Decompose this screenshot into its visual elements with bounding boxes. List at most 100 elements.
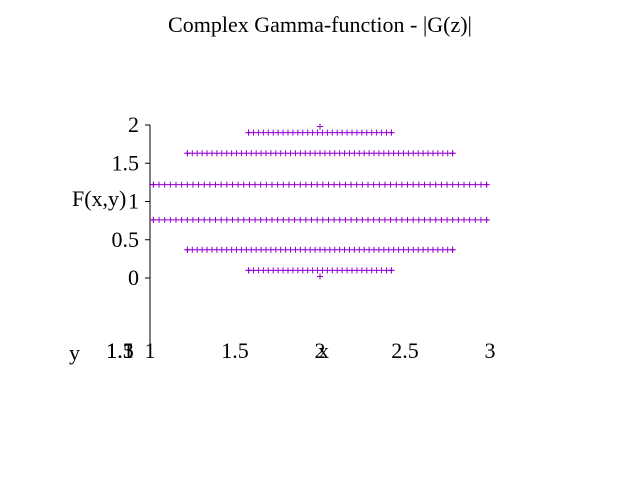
- data-point: [245, 129, 252, 136]
- data-point: [455, 216, 462, 223]
- data-point: [285, 181, 292, 188]
- z-tick-label: 1: [128, 189, 139, 214]
- z-tick-label: 2: [128, 112, 139, 137]
- data-point: [280, 181, 287, 188]
- data-point: [331, 216, 338, 223]
- data-point: [212, 216, 219, 223]
- data-point: [438, 216, 445, 223]
- data-point: [483, 181, 490, 188]
- data-point: [317, 123, 323, 130]
- data-point: [427, 181, 434, 188]
- y-tick-label: 1.1: [106, 338, 134, 363]
- data-point: [195, 181, 202, 188]
- data-point: [246, 216, 253, 223]
- data-point: [280, 216, 287, 223]
- data-point: [314, 216, 321, 223]
- data-point: [461, 216, 468, 223]
- data-point: [398, 181, 405, 188]
- data-point: [297, 181, 304, 188]
- data-point: [167, 181, 174, 188]
- data-point: [376, 181, 383, 188]
- data-point: [388, 129, 395, 136]
- y-tick-label: 1.5: [106, 338, 134, 363]
- data-point: [325, 216, 332, 223]
- data-point: [432, 216, 439, 223]
- data-point: [398, 216, 405, 223]
- data-point: [319, 216, 326, 223]
- data-point: [161, 181, 168, 188]
- data-point: [223, 216, 230, 223]
- data-point: [415, 181, 422, 188]
- data-point: [370, 181, 377, 188]
- data-point: [257, 216, 264, 223]
- data-point: [291, 181, 298, 188]
- data-point: [291, 216, 298, 223]
- data-point: [466, 181, 473, 188]
- data-point: [257, 181, 264, 188]
- data-point: [477, 181, 484, 188]
- data-point: [353, 181, 360, 188]
- data-point: [184, 216, 191, 223]
- z-tick-label: 0: [128, 265, 139, 290]
- x-tick-label: 1: [145, 338, 156, 363]
- x-tick-label: 2.5: [391, 338, 419, 363]
- data-point: [245, 267, 252, 274]
- data-point: [381, 216, 388, 223]
- data-point: [421, 216, 428, 223]
- data-point: [206, 216, 213, 223]
- y-axis-label: y: [69, 340, 80, 365]
- y-tick-label: 1.3: [106, 338, 134, 363]
- data-point: [365, 181, 372, 188]
- data-point: [449, 216, 456, 223]
- data-point: [393, 216, 400, 223]
- data-point: [235, 216, 242, 223]
- data-point: [156, 181, 163, 188]
- data-point: [444, 216, 451, 223]
- x-tick-label: 1.5: [221, 338, 249, 363]
- data-point: [263, 216, 270, 223]
- data-point: [195, 216, 202, 223]
- data-point: [348, 181, 355, 188]
- z-axis-label: F(x,y): [72, 186, 127, 211]
- data-point: [421, 181, 428, 188]
- data-point: [325, 181, 332, 188]
- data-point: [178, 216, 185, 223]
- data-point: [410, 181, 417, 188]
- data-point: [331, 181, 338, 188]
- data-point: [263, 181, 270, 188]
- data-point: [274, 181, 281, 188]
- data-point: [455, 181, 462, 188]
- data-point: [404, 181, 411, 188]
- data-point: [388, 267, 395, 274]
- data-point: [427, 216, 434, 223]
- data-point: [285, 216, 292, 223]
- data-point: [353, 216, 360, 223]
- data-point: [184, 150, 191, 157]
- data-point: [297, 216, 304, 223]
- data-point: [376, 216, 383, 223]
- data-point: [274, 216, 281, 223]
- data-point: [308, 181, 315, 188]
- data-point: [240, 181, 247, 188]
- data-point: [472, 181, 479, 188]
- data-point: [189, 181, 196, 188]
- data-point: [449, 150, 456, 157]
- data-point: [336, 216, 343, 223]
- data-point: [252, 181, 259, 188]
- data-point: [381, 181, 388, 188]
- z-tick-label: 1.5: [112, 150, 140, 175]
- data-point: [150, 181, 157, 188]
- data-point: [201, 181, 208, 188]
- data-point: [240, 216, 247, 223]
- data-point: [218, 181, 225, 188]
- data-point: [314, 181, 321, 188]
- x-tick-label: 3: [485, 338, 496, 363]
- data-point: [444, 181, 451, 188]
- data-point: [189, 216, 196, 223]
- data-point: [167, 216, 174, 223]
- data-point: [466, 216, 473, 223]
- data-point: [172, 181, 179, 188]
- data-point: [229, 181, 236, 188]
- x-tick-label: 2: [315, 338, 326, 363]
- data-point: [150, 216, 157, 223]
